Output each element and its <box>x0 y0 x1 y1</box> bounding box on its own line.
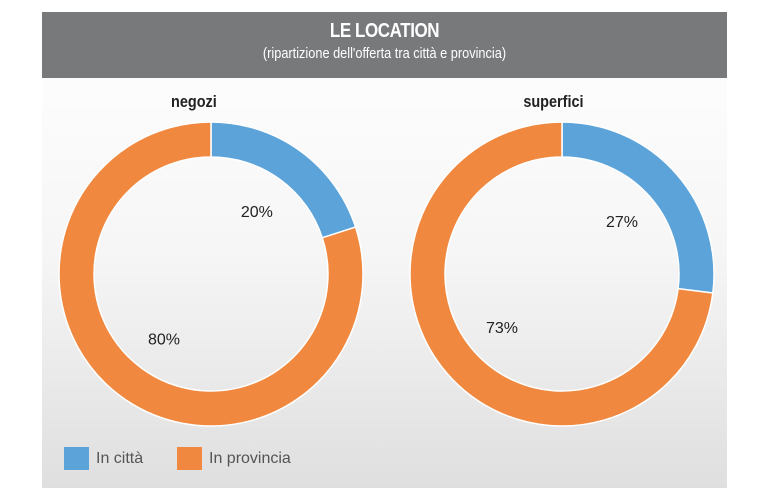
data-label: 27% <box>606 214 638 231</box>
legend-item-provincia: In provincia <box>177 447 291 470</box>
chart-subtitle: (ripartizione dell'offerta tra città e p… <box>262 45 507 62</box>
legend-swatch-citta <box>64 447 89 470</box>
donut-slice-negozi-0 <box>210 121 357 239</box>
legend-label: In città <box>96 449 144 467</box>
donut-title-negozi: negozi <box>171 92 217 111</box>
data-label: 20% <box>241 204 273 221</box>
donut-slice-negozi-1 <box>58 121 364 427</box>
legend-label: In provincia <box>209 449 291 467</box>
donut-slice-superfici-1 <box>409 121 714 427</box>
chart-title: LE LOCATION <box>329 20 440 42</box>
legend-item-citta: In città <box>64 447 143 470</box>
donut-title-superfici: superfici <box>523 92 584 111</box>
data-label: 80% <box>148 332 180 349</box>
donut-slice-superfici-0 <box>561 121 715 294</box>
legend-swatch-provincia <box>177 447 202 470</box>
chart-header: LE LOCATION (ripartizione dell'offerta t… <box>42 12 727 78</box>
data-label: 73% <box>486 320 518 337</box>
